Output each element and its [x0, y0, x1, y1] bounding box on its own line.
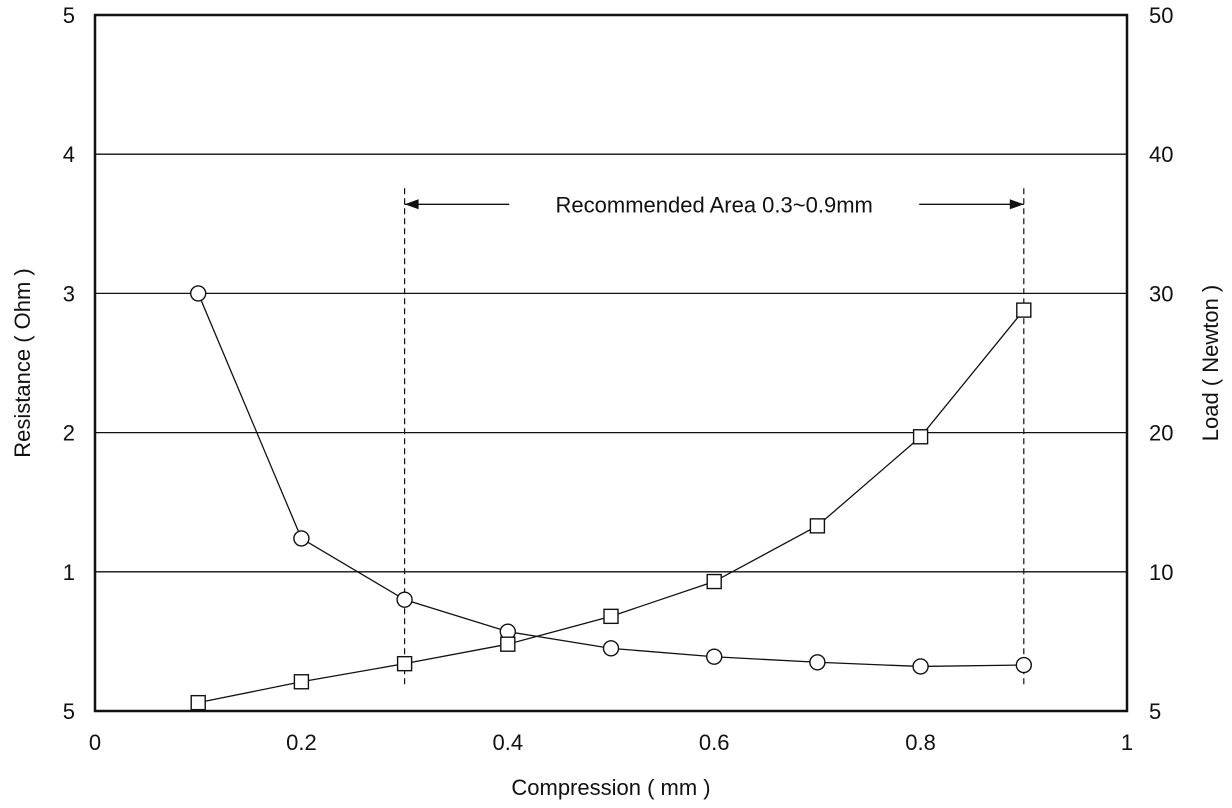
- circle-marker: [189, 285, 207, 302]
- x-tick-label: 0: [89, 730, 101, 755]
- square-marker: [912, 429, 929, 445]
- square-marker: [190, 694, 206, 711]
- y-right-tick-label: 50: [1149, 3, 1173, 28]
- y-right-tick-label: 30: [1149, 281, 1173, 306]
- square-marker: [396, 655, 413, 672]
- x-axis-title: Compression ( mm ): [511, 775, 710, 800]
- square-marker: [809, 518, 826, 534]
- grid: [95, 153, 1127, 573]
- y-right-tick-label: 5: [1149, 699, 1161, 724]
- y-axis-left-title: Resistance ( Ohm ): [10, 268, 35, 458]
- circle-marker: [1015, 656, 1032, 674]
- square-marker: [603, 608, 619, 625]
- x-tick-label: 0.6: [699, 730, 730, 755]
- plot-frame: [93, 13, 1129, 713]
- y-left-tick-label: 5: [63, 3, 75, 28]
- y-right-tick-label: 40: [1149, 142, 1173, 167]
- y-left-tick-label: 4: [63, 142, 75, 167]
- recommended-area-label: Recommended Area 0.3~0.9mm: [556, 192, 873, 217]
- x-tick-label: 0.2: [286, 730, 317, 755]
- x-tick-label: 1: [1121, 730, 1133, 755]
- y-left-tick-label: 2: [63, 421, 75, 446]
- y-left-tick-label: 3: [63, 281, 75, 306]
- y-left-tick-label: 5: [63, 699, 75, 724]
- circle-marker: [602, 640, 620, 657]
- x-tick-label: 0.4: [493, 730, 524, 755]
- arrowhead-right: [1009, 199, 1024, 210]
- y-right-tick-label: 20: [1149, 421, 1173, 446]
- square-marker: [1016, 302, 1032, 318]
- x-tick-label: 0.8: [905, 730, 936, 755]
- circle-marker: [912, 658, 929, 675]
- square-marker: [293, 674, 310, 690]
- square-marker: [500, 636, 516, 652]
- circle-marker: [293, 530, 310, 547]
- arrowhead-left: [404, 199, 419, 210]
- y-axis-right-title: Load ( Newton ): [1198, 285, 1223, 442]
- circle-marker: [396, 591, 413, 608]
- square-marker: [706, 573, 722, 590]
- y-right-tick-label: 10: [1149, 560, 1173, 585]
- series: [189, 285, 1032, 711]
- circle-marker: [809, 654, 826, 671]
- circle-marker: [706, 648, 723, 665]
- recommended-area-markers: [404, 188, 1025, 686]
- y-left-tick-label: 1: [63, 560, 75, 585]
